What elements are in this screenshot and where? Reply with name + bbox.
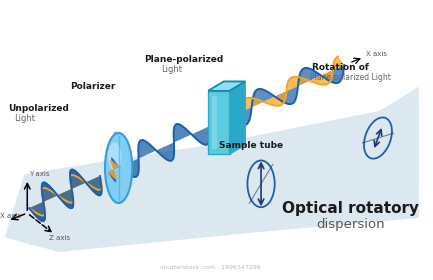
Text: Y axis: Y axis (29, 171, 50, 177)
Polygon shape (208, 91, 229, 154)
Polygon shape (212, 96, 217, 149)
Ellipse shape (105, 133, 132, 203)
Polygon shape (86, 176, 102, 195)
Polygon shape (174, 124, 192, 142)
Polygon shape (275, 77, 298, 105)
Polygon shape (29, 202, 45, 221)
Polygon shape (58, 188, 73, 208)
Polygon shape (292, 75, 327, 86)
Polygon shape (321, 65, 344, 83)
Polygon shape (111, 157, 119, 170)
Polygon shape (252, 89, 275, 107)
Polygon shape (275, 85, 298, 104)
Text: Light: Light (13, 113, 35, 123)
Polygon shape (58, 188, 74, 203)
Polygon shape (108, 170, 116, 182)
Polygon shape (298, 68, 322, 86)
Polygon shape (86, 176, 102, 195)
Polygon shape (42, 183, 58, 202)
Polygon shape (138, 140, 156, 158)
Text: X axis: X axis (0, 213, 21, 219)
Polygon shape (229, 107, 252, 125)
Text: Polarizer: Polarizer (70, 82, 116, 91)
Ellipse shape (111, 132, 120, 202)
Text: Rotation of: Rotation of (312, 63, 368, 72)
Polygon shape (108, 170, 117, 180)
Polygon shape (70, 170, 86, 189)
Text: Plane polarized Light: Plane polarized Light (310, 73, 391, 81)
Polygon shape (58, 188, 73, 208)
Ellipse shape (108, 142, 122, 170)
Polygon shape (192, 126, 210, 145)
Polygon shape (70, 175, 86, 189)
Polygon shape (246, 97, 281, 107)
Polygon shape (110, 160, 119, 170)
Text: Sample tube: Sample tube (219, 141, 283, 150)
Polygon shape (229, 99, 252, 126)
Text: shutterstock.com · 1996347296: shutterstock.com · 1996347296 (160, 265, 261, 270)
Polygon shape (29, 202, 45, 221)
Polygon shape (86, 176, 102, 190)
Text: dispersion: dispersion (317, 218, 385, 231)
Text: Plane-polarized: Plane-polarized (144, 55, 223, 64)
Polygon shape (70, 170, 86, 189)
Polygon shape (42, 183, 58, 202)
Polygon shape (321, 56, 344, 84)
Text: Unpolarized: Unpolarized (8, 104, 69, 113)
Text: Z axis: Z axis (48, 235, 70, 241)
Polygon shape (29, 202, 45, 216)
Polygon shape (208, 81, 245, 91)
Polygon shape (5, 87, 419, 252)
Polygon shape (229, 81, 245, 154)
Text: X axis: X axis (366, 51, 387, 57)
Polygon shape (121, 158, 139, 177)
Polygon shape (156, 142, 174, 161)
Text: Light: Light (161, 65, 182, 74)
Polygon shape (42, 188, 58, 202)
Text: Optical rotatory: Optical rotatory (282, 201, 419, 216)
